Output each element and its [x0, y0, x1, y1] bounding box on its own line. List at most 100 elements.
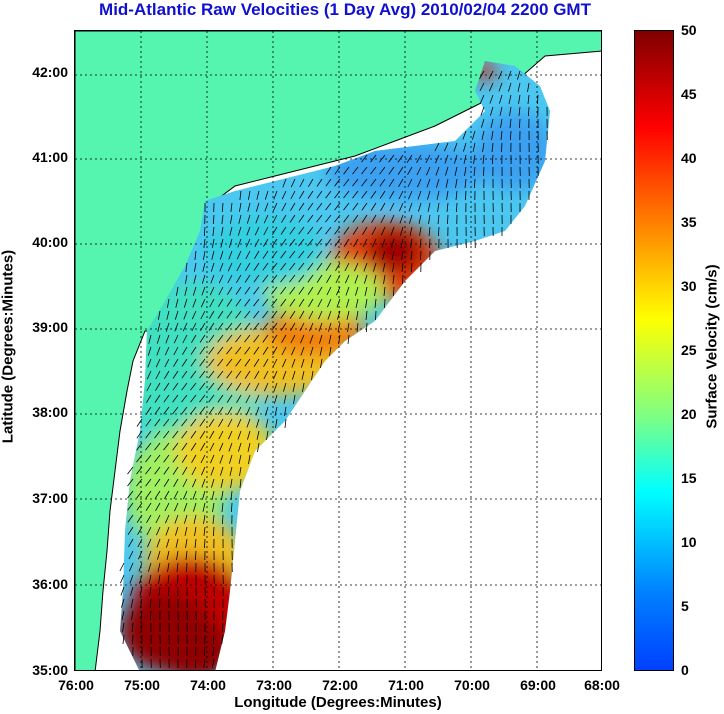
velocity-arrow — [163, 442, 170, 451]
velocity-arrow — [307, 202, 314, 211]
velocity-arrow — [372, 238, 377, 248]
velocity-arrow — [208, 370, 215, 379]
velocity-arrow — [364, 274, 368, 284]
velocity-arrow — [184, 286, 188, 296]
velocity-arrow — [211, 478, 215, 488]
velocity-arrow — [537, 94, 539, 105]
velocity-arrow — [262, 262, 269, 271]
velocity-arrow — [145, 406, 152, 415]
velocity-arrow — [382, 262, 386, 272]
y-tick: 40:00 — [32, 234, 68, 250]
velocity-arrow — [209, 298, 215, 308]
velocity-arrow — [307, 214, 314, 223]
velocity-arrow — [491, 130, 494, 140]
velocity-arrow — [192, 478, 197, 488]
velocity-arrow — [239, 478, 242, 488]
velocity-arrow — [325, 178, 332, 187]
velocity-arrow — [172, 442, 179, 451]
velocity-arrow — [462, 130, 467, 140]
velocity-arrow — [181, 370, 188, 379]
velocity-arrow — [355, 286, 359, 296]
colorbar-tick: 35 — [681, 214, 697, 230]
velocity-arrow — [132, 634, 134, 645]
velocity-arrow — [390, 226, 395, 236]
velocity-arrow — [141, 622, 143, 633]
velocity-arrow — [370, 166, 377, 175]
velocity-arrow — [190, 430, 197, 439]
velocity-arrow — [309, 322, 314, 332]
velocity-arrow — [244, 298, 251, 307]
velocity-arrow — [489, 94, 494, 104]
velocity-arrow — [361, 190, 368, 199]
velocity-arrow — [271, 286, 278, 295]
velocity-arrow — [190, 418, 197, 427]
velocity-arrow — [290, 178, 296, 188]
velocity-arrow — [226, 322, 233, 331]
velocity-arrow — [346, 298, 350, 308]
velocity-arrow — [289, 226, 296, 235]
velocity-arrow — [127, 514, 134, 523]
velocity-arrow — [263, 238, 269, 247]
velocity-arrow — [362, 238, 368, 248]
velocity-arrow — [361, 178, 368, 187]
velocity-arrow — [409, 214, 413, 224]
velocity-arrow — [128, 538, 134, 547]
velocity-arrow — [271, 274, 278, 283]
velocity-arrow — [298, 298, 305, 307]
velocity-arrow — [426, 166, 431, 176]
velocity-arrow — [226, 346, 233, 355]
velocity-arrow — [167, 298, 170, 308]
velocity-arrow — [208, 322, 215, 331]
velocity-arrow — [164, 358, 170, 368]
velocity-arrow — [282, 178, 287, 188]
velocity-arrow — [146, 526, 152, 536]
velocity-arrow — [289, 250, 296, 259]
velocity-arrow — [217, 322, 224, 331]
velocity-arrow — [281, 334, 287, 343]
velocity-arrow — [380, 214, 386, 224]
velocity-arrow — [181, 406, 188, 415]
velocity-arrow — [273, 382, 278, 392]
velocity-arrow — [473, 166, 476, 176]
x-tick: 73:00 — [256, 677, 292, 693]
velocity-arrow — [401, 262, 404, 272]
velocity-arrow — [166, 538, 170, 548]
velocity-arrow — [174, 502, 179, 512]
velocity-arrow — [176, 550, 179, 560]
velocity-arrow — [519, 118, 521, 129]
velocity-arrow — [221, 202, 224, 213]
velocity-arrow — [209, 310, 215, 319]
velocity-arrow — [199, 382, 206, 391]
velocity-arrow — [210, 454, 215, 464]
velocity-arrow — [217, 382, 224, 391]
velocity-arrow — [391, 238, 395, 248]
velocity-arrow — [129, 562, 134, 572]
velocity-arrow — [435, 166, 440, 176]
velocity-arrow — [166, 550, 170, 560]
velocity-arrow — [262, 322, 269, 331]
velocity-arrow — [164, 370, 170, 379]
colorbar-tick: 45 — [681, 86, 697, 102]
velocity-arrow — [298, 250, 305, 259]
velocity-arrow — [283, 382, 287, 392]
velocity-arrow — [164, 346, 170, 356]
y-tick: 36:00 — [32, 576, 68, 592]
velocity-arrow — [235, 370, 242, 379]
velocity-arrow — [262, 286, 269, 295]
velocity-arrow — [210, 262, 215, 272]
colorbar-tick: 25 — [681, 342, 697, 358]
velocity-arrow — [130, 598, 134, 608]
velocity-arrow — [509, 106, 512, 116]
velocity-arrow — [136, 502, 143, 511]
velocity-arrow — [274, 394, 278, 404]
velocity-arrow — [159, 598, 161, 609]
velocity-arrow — [343, 166, 350, 175]
velocity-arrow — [145, 478, 152, 487]
velocity-arrow — [193, 502, 197, 512]
velocity-arrow — [238, 454, 242, 464]
velocity-arrow — [199, 418, 206, 427]
velocity-arrow — [199, 346, 206, 355]
velocity-arrow — [481, 130, 485, 140]
colorbar — [634, 30, 674, 671]
velocity-arrow — [194, 526, 197, 536]
